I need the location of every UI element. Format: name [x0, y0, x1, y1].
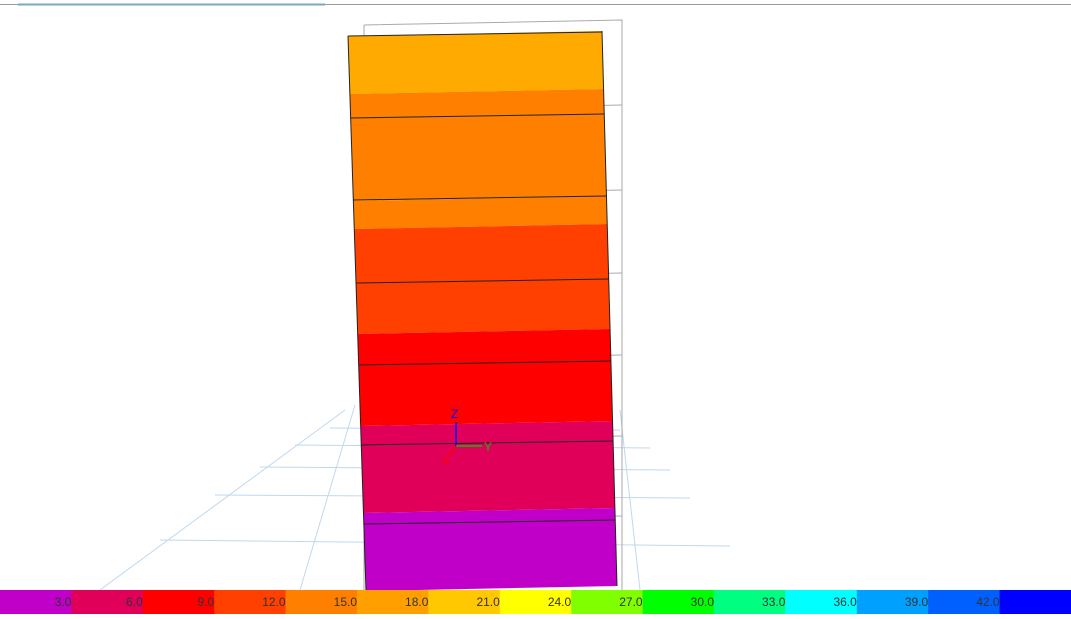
axis-label: Z [451, 407, 458, 421]
legend-label: 6.0 [126, 595, 143, 609]
model-view: Z Y X 3.06.09.012.015.018.021.024.027.03… [0, 0, 1071, 614]
legend-label: 30.0 [691, 595, 715, 609]
deformed-wall [348, 31, 617, 591]
legend-label: 21.0 [476, 595, 500, 609]
legend-label: 12.0 [262, 595, 286, 609]
axis-label: Y [484, 440, 492, 454]
legend-label: 15.0 [334, 595, 358, 609]
legend-label: 33.0 [762, 595, 786, 609]
page: Z Y X 3.06.09.012.015.018.021.024.027.03… [0, 0, 1071, 614]
contour-band [361, 421, 615, 513]
legend-label: 3.0 [55, 595, 72, 609]
contour-band [354, 224, 610, 334]
legend-label: 24.0 [548, 595, 572, 609]
contour-band [353, 196, 607, 229]
legend-label: 36.0 [833, 595, 857, 609]
axis-label: X [442, 453, 450, 467]
contour-legend: 3.0 6.0 9.0 12.0 15.0 18.0 21.0 24.0 27.0 30.0 33.… [0, 590, 1071, 614]
legend-swatch [1000, 590, 1071, 614]
legend-label: 39.0 [905, 595, 929, 609]
legend-label: 9.0 [198, 595, 215, 609]
contour-band [358, 329, 613, 426]
legend-label: 42.0 [976, 595, 1000, 609]
contour-band [350, 89, 607, 201]
legend-label: 27.0 [619, 595, 643, 609]
contour-band [348, 31, 604, 94]
legend-label: 18.0 [405, 595, 429, 609]
